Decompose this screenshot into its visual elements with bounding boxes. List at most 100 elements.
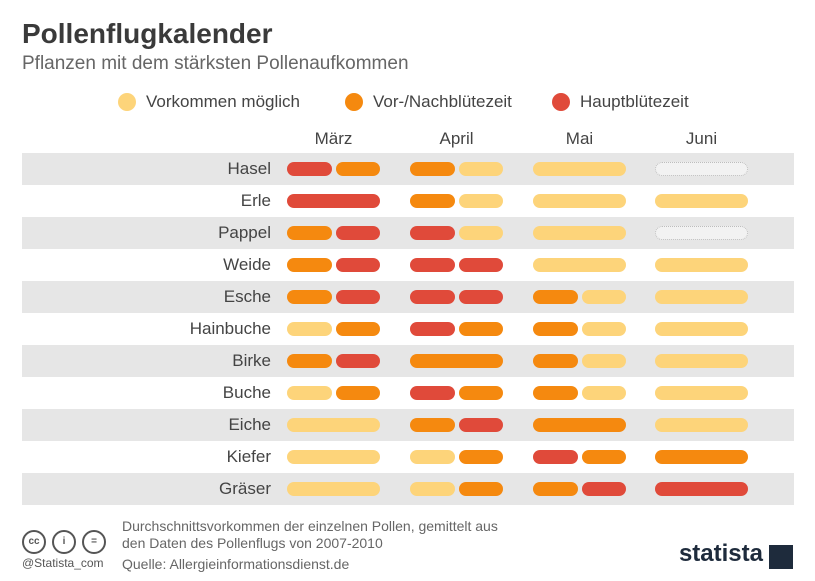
bar-light bbox=[533, 194, 626, 208]
statista-logo-text: statista bbox=[678, 540, 763, 567]
bar-light bbox=[458, 194, 503, 208]
bar-light bbox=[655, 290, 748, 304]
plant-label: Esche bbox=[223, 287, 271, 306]
table-row: Birke bbox=[22, 345, 794, 377]
bar-main bbox=[410, 258, 455, 272]
bar-main bbox=[410, 290, 455, 304]
statista-logo-icon bbox=[769, 545, 793, 569]
by-icon: i bbox=[52, 530, 76, 554]
table-row: Erle bbox=[22, 185, 794, 217]
legend-swatch-light bbox=[118, 93, 136, 111]
bar-main bbox=[458, 290, 503, 304]
bar-light bbox=[458, 226, 503, 240]
legend: Vorkommen möglich Vor-/Nachblütezeit Haupt… bbox=[0, 92, 815, 116]
table-row: Pappel bbox=[22, 217, 794, 249]
table-row: Kiefer bbox=[22, 441, 794, 473]
table-row: Buche bbox=[22, 377, 794, 409]
bar-light bbox=[287, 322, 332, 336]
bar-main bbox=[458, 258, 503, 272]
plant-label: Hainbuche bbox=[189, 319, 271, 338]
bar-main bbox=[335, 258, 380, 272]
bar-mid bbox=[458, 386, 503, 400]
bar-main bbox=[458, 418, 503, 432]
bar-main bbox=[581, 482, 626, 496]
plant-label: Birke bbox=[232, 351, 271, 370]
bar-mid bbox=[287, 226, 332, 240]
bar-light bbox=[581, 290, 626, 304]
bar-light bbox=[287, 482, 380, 496]
bar-light bbox=[533, 258, 626, 272]
bar-mid bbox=[287, 354, 332, 368]
bar-light bbox=[287, 418, 380, 432]
bar-light bbox=[287, 450, 380, 464]
page-title: Pollenflugkalender bbox=[22, 18, 273, 49]
bar-main bbox=[655, 482, 748, 496]
legend-swatch-mid bbox=[345, 93, 363, 111]
table-row: Hasel bbox=[22, 153, 794, 185]
bar-mid bbox=[287, 258, 332, 272]
bar-mid bbox=[458, 482, 503, 496]
bar-mid bbox=[335, 162, 380, 176]
bar-light bbox=[655, 354, 748, 368]
bar-main bbox=[533, 450, 578, 464]
footnote: Durchschnittsvorkommen der einzelnen Pol… bbox=[122, 518, 498, 551]
nd-icon: = bbox=[82, 530, 106, 554]
legend-label: Vor-/Nachblütezeit bbox=[373, 92, 512, 111]
bar-mid bbox=[410, 354, 503, 368]
source-note: Quelle: Allergieinformationsdienst.de bbox=[122, 556, 350, 572]
cc-icon: cc bbox=[22, 530, 46, 554]
bar-mid bbox=[458, 450, 503, 464]
bar-light bbox=[410, 482, 455, 496]
bar-mid bbox=[410, 194, 455, 208]
legend-label: Vorkommen möglich bbox=[146, 92, 301, 111]
bar-mid bbox=[410, 418, 455, 432]
legend-item-light: Vorkommen möglich bbox=[118, 92, 300, 112]
legend-label: Hauptblütezeit bbox=[580, 92, 689, 111]
table-row: Hainbuche bbox=[22, 313, 794, 345]
bar-mid bbox=[533, 482, 578, 496]
plant-label: Pappel bbox=[218, 223, 271, 242]
bar-mid bbox=[581, 450, 626, 464]
bar-light bbox=[655, 194, 748, 208]
bar-light bbox=[655, 258, 748, 272]
bar-mid bbox=[287, 290, 332, 304]
bar-light bbox=[655, 418, 748, 432]
statista-handle: @Statista_com bbox=[22, 556, 104, 570]
bar-mid bbox=[458, 322, 503, 336]
bar-mid bbox=[533, 322, 578, 336]
legend-swatch-main bbox=[552, 93, 570, 111]
plant-label: Eiche bbox=[228, 415, 271, 434]
bar-mid bbox=[335, 386, 380, 400]
plant-label: Hasel bbox=[227, 159, 271, 178]
plant-label: Gräser bbox=[219, 479, 271, 498]
month-label: März bbox=[314, 129, 353, 148]
bar-mid bbox=[410, 162, 455, 176]
bar-mid bbox=[335, 322, 380, 336]
license-icons: cc i = bbox=[22, 530, 112, 554]
month-header: März April Mai Juni bbox=[0, 129, 815, 151]
plant-label: Weide bbox=[223, 255, 271, 274]
legend-item-main: Hauptblütezeit bbox=[552, 92, 689, 112]
table-row: Gräser bbox=[22, 473, 794, 505]
bar-mid bbox=[533, 354, 578, 368]
month-label: Juni bbox=[685, 129, 718, 148]
bar-light bbox=[581, 354, 626, 368]
bar-main bbox=[335, 290, 380, 304]
pollen-calendar-grid: Hasel Erle Pappel Weide Esche Hainbuche Birke B… bbox=[22, 153, 794, 505]
bar-none bbox=[655, 226, 748, 240]
bar-main bbox=[410, 226, 455, 240]
table-row: Eiche bbox=[22, 409, 794, 441]
table-row: Weide bbox=[22, 249, 794, 281]
bar-light bbox=[581, 322, 626, 336]
bar-light bbox=[533, 162, 626, 176]
plant-label: Buche bbox=[222, 383, 271, 402]
bar-light bbox=[287, 386, 332, 400]
bar-mid bbox=[533, 386, 578, 400]
bar-none bbox=[655, 162, 748, 176]
bar-mid bbox=[533, 418, 626, 432]
table-row: Esche bbox=[22, 281, 794, 313]
bar-light bbox=[410, 450, 455, 464]
month-label: April bbox=[439, 129, 474, 148]
plant-label: Kiefer bbox=[226, 447, 271, 466]
month-label: Mai bbox=[565, 129, 594, 148]
